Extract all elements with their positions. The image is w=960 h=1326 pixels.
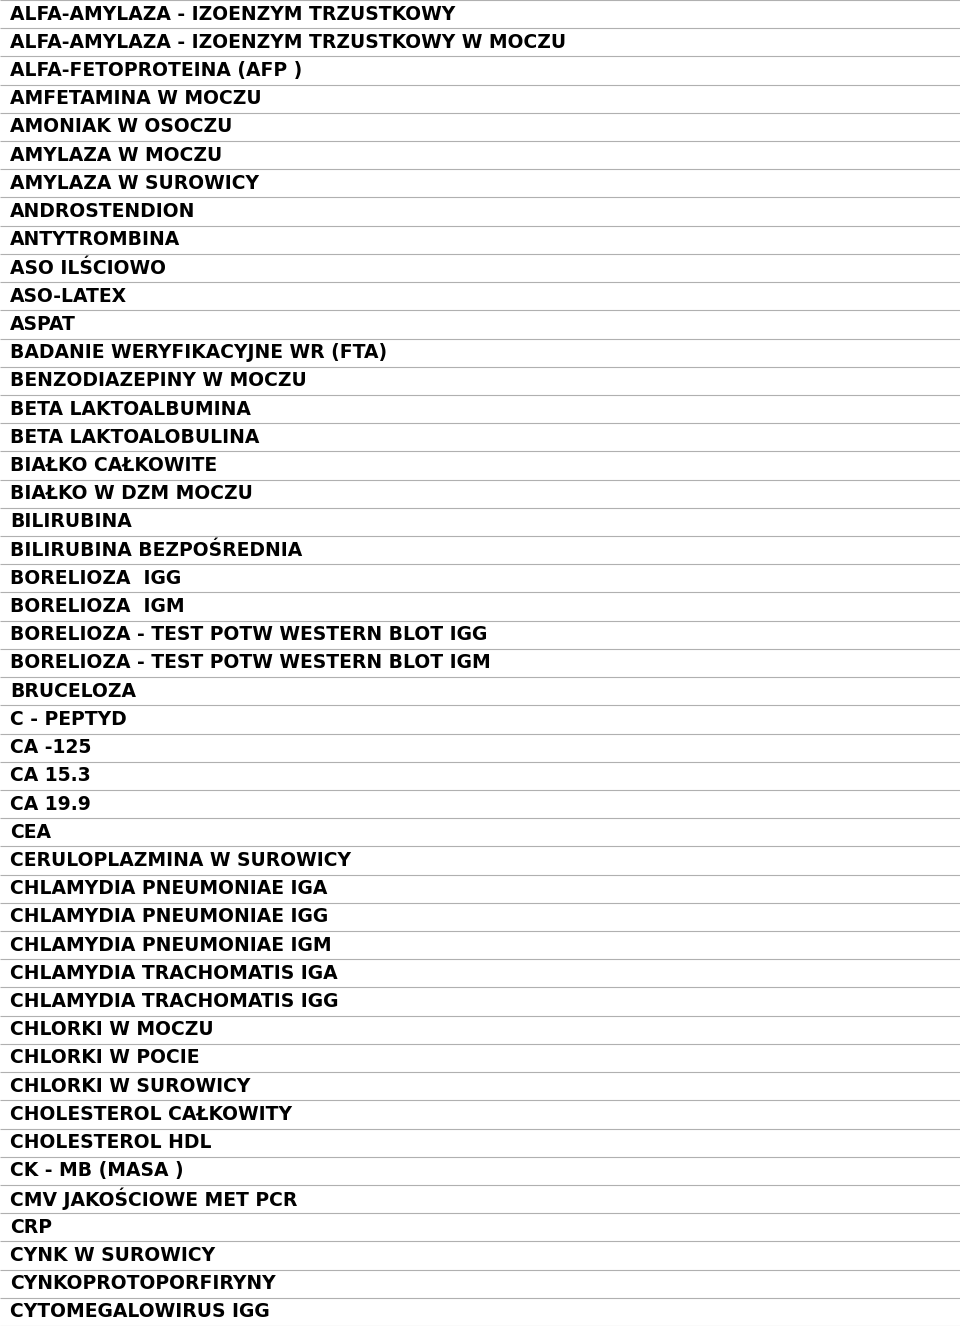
Text: AMONIAK W OSOCZU: AMONIAK W OSOCZU [10,118,232,137]
Text: C - PEPTYD: C - PEPTYD [10,709,127,729]
Text: BETA LAKTOALBUMINA: BETA LAKTOALBUMINA [10,399,251,419]
Text: CA 15.3: CA 15.3 [10,766,91,785]
Text: CRP: CRP [10,1217,52,1237]
Text: CHLORKI W MOCZU: CHLORKI W MOCZU [10,1020,214,1040]
Text: CHLORKI W SUROWICY: CHLORKI W SUROWICY [10,1077,251,1095]
Text: CA -125: CA -125 [10,739,91,757]
Text: CHLORKI W POCIE: CHLORKI W POCIE [10,1049,200,1067]
Text: ASO-LATEX: ASO-LATEX [10,286,127,306]
Text: BADANIE WERYFIKACYJNE WR (FTA): BADANIE WERYFIKACYJNE WR (FTA) [10,343,387,362]
Text: CHLAMYDIA TRACHOMATIS IGG: CHLAMYDIA TRACHOMATIS IGG [10,992,339,1010]
Text: CA 19.9: CA 19.9 [10,794,91,814]
Text: ALFA-AMYLAZA - IZOENZYM TRZUSTKOWY W MOCZU: ALFA-AMYLAZA - IZOENZYM TRZUSTKOWY W MOC… [10,33,566,52]
Text: CYNK W SUROWICY: CYNK W SUROWICY [10,1246,215,1265]
Text: BORELIOZA - TEST POTW WESTERN BLOT IGM: BORELIOZA - TEST POTW WESTERN BLOT IGM [10,654,491,672]
Text: BRUCELOZA: BRUCELOZA [10,682,136,700]
Text: AMYLAZA W MOCZU: AMYLAZA W MOCZU [10,146,223,164]
Text: CERULOPLAZMINA W SUROWICY: CERULOPLAZMINA W SUROWICY [10,851,351,870]
Text: ALFA-FETOPROTEINA (AFP ): ALFA-FETOPROTEINA (AFP ) [10,61,302,80]
Text: CYTOMEGALOWIRUS IGG: CYTOMEGALOWIRUS IGG [10,1302,270,1322]
Text: BORELIOZA  IGG: BORELIOZA IGG [10,569,181,587]
Text: CHLAMYDIA PNEUMONIAE IGG: CHLAMYDIA PNEUMONIAE IGG [10,907,328,927]
Text: BENZODIAZEPINY W MOCZU: BENZODIAZEPINY W MOCZU [10,371,307,390]
Text: BILIRUBINA BEZPOŚREDNIA: BILIRUBINA BEZPOŚREDNIA [10,541,302,560]
Text: ANTYTROMBINA: ANTYTROMBINA [10,231,180,249]
Text: CEA: CEA [10,822,51,842]
Text: AMYLAZA W SUROWICY: AMYLAZA W SUROWICY [10,174,259,192]
Text: AMFETAMINA W MOCZU: AMFETAMINA W MOCZU [10,89,262,109]
Text: BORELIOZA  IGM: BORELIOZA IGM [10,597,184,617]
Text: CHLAMYDIA TRACHOMATIS IGA: CHLAMYDIA TRACHOMATIS IGA [10,964,338,983]
Text: BIAŁKO CAŁKOWITE: BIAŁKO CAŁKOWITE [10,456,217,475]
Text: CHOLESTEROL HDL: CHOLESTEROL HDL [10,1134,211,1152]
Text: BIAŁKO W DZM MOCZU: BIAŁKO W DZM MOCZU [10,484,252,504]
Text: ALFA-AMYLAZA - IZOENZYM TRZUSTKOWY: ALFA-AMYLAZA - IZOENZYM TRZUSTKOWY [10,4,455,24]
Text: ANDROSTENDION: ANDROSTENDION [10,202,196,221]
Text: ASPAT: ASPAT [10,316,76,334]
Text: CMV JAKOŚCIOWE MET PCR: CMV JAKOŚCIOWE MET PCR [10,1188,298,1211]
Text: BORELIOZA - TEST POTW WESTERN BLOT IGG: BORELIOZA - TEST POTW WESTERN BLOT IGG [10,626,488,644]
Text: BILIRUBINA: BILIRUBINA [10,512,132,532]
Text: CHLAMYDIA PNEUMONIAE IGM: CHLAMYDIA PNEUMONIAE IGM [10,936,331,955]
Text: CK - MB (MASA ): CK - MB (MASA ) [10,1162,183,1180]
Text: CHOLESTEROL CAŁKOWITY: CHOLESTEROL CAŁKOWITY [10,1105,292,1124]
Text: BETA LAKTOALOBULINA: BETA LAKTOALOBULINA [10,428,259,447]
Text: ASO ILŚCIOWO: ASO ILŚCIOWO [10,259,166,277]
Text: CYNKOPROTOPORFIRYNY: CYNKOPROTOPORFIRYNY [10,1274,276,1293]
Text: CHLAMYDIA PNEUMONIAE IGA: CHLAMYDIA PNEUMONIAE IGA [10,879,327,898]
